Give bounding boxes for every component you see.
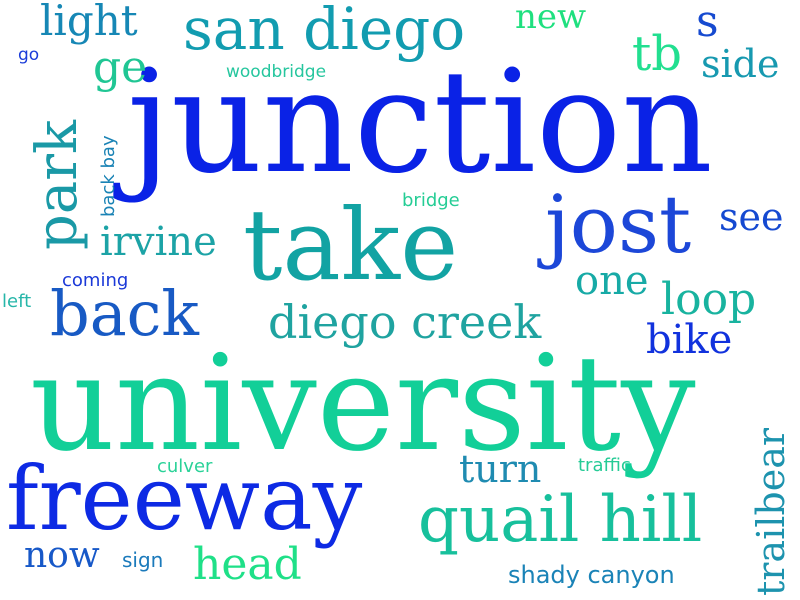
word-side: side (701, 42, 780, 86)
word-now: now (24, 535, 100, 576)
word-freeway: freeway (6, 447, 363, 550)
word-coming: coming (62, 270, 129, 291)
word-back: back (50, 277, 199, 350)
word-diego-creek: diego creek (268, 295, 542, 349)
word-bike: bike (646, 317, 733, 363)
word-trailbear: trailbear (749, 427, 793, 596)
word-see: see (719, 195, 784, 239)
word-traffic: traffic (578, 455, 631, 476)
word-junction: junction (127, 40, 713, 205)
word-back-bay: back bay (98, 135, 119, 217)
word-park: park (25, 120, 90, 250)
word-woodbridge: woodbridge (226, 62, 327, 82)
word-jost: jost (545, 178, 692, 271)
word-s: s (696, 0, 719, 47)
word-tb: tb (632, 26, 683, 82)
word-ge: ge (93, 42, 148, 93)
word-quail-hill: quail hill (418, 483, 703, 557)
word-turn: turn (459, 447, 542, 491)
word-go: go (18, 45, 40, 65)
word-light: light (40, 0, 138, 45)
word-san-diego: san diego (183, 0, 466, 63)
word-irvine: irvine (100, 219, 217, 265)
word-take: take (243, 189, 459, 303)
word-shady-canyon: shady canyon (508, 561, 675, 589)
word-left: left (2, 291, 32, 312)
word-culver: culver (157, 456, 213, 477)
word-one: one (575, 258, 649, 304)
word-new: new (515, 0, 587, 37)
word-sign: sign (122, 548, 164, 572)
word-university: university (30, 327, 696, 481)
word-bridge: bridge (402, 190, 460, 211)
word-loop: loop (661, 274, 757, 325)
word-head: head (193, 539, 302, 590)
